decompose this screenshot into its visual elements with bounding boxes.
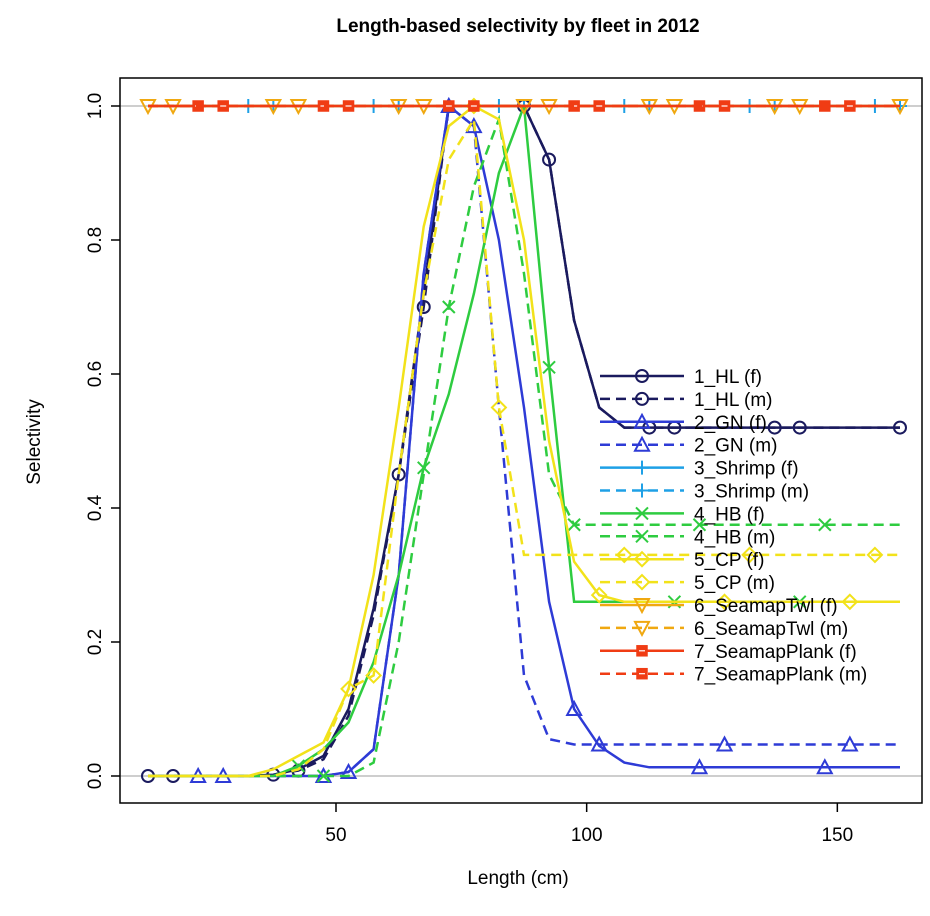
series-line xyxy=(148,115,900,778)
series-point xyxy=(715,735,734,752)
plot-frame xyxy=(119,77,923,804)
legend-label: 5_CP (m) xyxy=(694,573,775,594)
x-tick-label: 50 xyxy=(325,825,346,846)
series-point xyxy=(590,586,608,604)
series-point xyxy=(690,758,709,775)
legend-entry: 4_HB (m) xyxy=(600,527,775,548)
legend-entry: 6_SeamapTwl (m) xyxy=(600,619,848,640)
legend-marker xyxy=(633,598,651,615)
series-point xyxy=(716,593,733,611)
series-point xyxy=(316,769,331,783)
legend-marker xyxy=(635,529,649,544)
series-point xyxy=(490,399,508,416)
legend-entry: 2_GN (m) xyxy=(600,435,777,457)
legend-entry: 5_CP (f) xyxy=(600,550,764,571)
series-line xyxy=(148,104,900,778)
series-point xyxy=(542,360,556,375)
legend-entry: 6_SeamapTwl (f) xyxy=(600,596,838,617)
legend-entry: 3_Shrimp (f) xyxy=(600,459,799,480)
y-tick-label: 0.2 xyxy=(85,629,106,655)
series-point xyxy=(866,546,884,564)
series-point xyxy=(816,758,834,775)
legend-marker xyxy=(635,391,649,406)
x-axis-label: Length (cm) xyxy=(467,868,568,889)
legend-entry: 1_HL (f) xyxy=(600,367,762,388)
y-tick-label: 0.4 xyxy=(85,494,106,521)
series-7 xyxy=(148,114,900,783)
legend-entry: 1_HL (m) xyxy=(600,390,772,411)
series-point xyxy=(792,420,807,435)
legend-label: 2_GN (f) xyxy=(694,413,767,434)
series-point xyxy=(692,518,707,532)
series-point xyxy=(741,546,759,564)
series-point xyxy=(590,735,608,752)
legend-marker xyxy=(633,435,651,452)
legend-marker xyxy=(633,620,651,638)
legend: 1_HL (f)1_HL (m)2_GN (f)2_GN (m)3_Shrimp… xyxy=(600,367,867,686)
legend-label: 1_HL (m) xyxy=(694,390,772,411)
plot-area: 50 100 150 0.0 0.2 0.4 0.6 0.8 1.0 xyxy=(85,77,923,846)
series-point xyxy=(340,680,357,698)
chart-title: Length-based selectivity by fleet in 201… xyxy=(336,16,699,37)
legend-marker xyxy=(633,573,651,591)
legend-label: 3_Shrimp (f) xyxy=(694,459,799,480)
y-tick-label: 0.8 xyxy=(85,227,106,253)
legend-marker xyxy=(633,412,651,429)
legend-marker xyxy=(635,483,649,498)
series-point xyxy=(416,300,431,314)
legend-marker xyxy=(633,550,651,568)
legend-label: 4_HB (m) xyxy=(694,527,775,548)
series-1 xyxy=(148,104,900,783)
series-9 xyxy=(148,115,900,778)
legend-entry: 3_Shrimp (m) xyxy=(600,482,809,503)
legend-entry: 2_GN (f) xyxy=(600,412,767,434)
legend-marker xyxy=(635,460,649,475)
legend-label: 6_SeamapTwl (f) xyxy=(694,596,838,617)
series-point xyxy=(841,593,859,611)
legend-entry: 7_SeamapPlank (f) xyxy=(600,642,857,663)
legend-label: 6_SeamapTwl (m) xyxy=(694,619,848,640)
series-point xyxy=(567,518,581,532)
legend-entry: 4_HB (f) xyxy=(600,504,765,525)
series-point xyxy=(841,735,859,752)
series-point xyxy=(542,152,557,167)
y-tick-label: 0.6 xyxy=(85,361,106,387)
legend-label: 5_CP (f) xyxy=(694,550,764,571)
series-point xyxy=(818,518,832,532)
y-tick-label: 1.0 xyxy=(85,93,106,119)
legend-label: 7_SeamapPlank (m) xyxy=(694,665,867,686)
series-point xyxy=(365,667,383,684)
series-point xyxy=(565,699,583,716)
series-point xyxy=(442,300,456,314)
legend-label: 4_HB (f) xyxy=(694,504,765,525)
series-point xyxy=(339,762,358,779)
series-13 xyxy=(148,100,900,112)
y-axis-label: Selectivity xyxy=(24,399,45,485)
legend-label: 3_Shrimp (m) xyxy=(694,482,809,503)
legend-label: 7_SeamapPlank (f) xyxy=(694,642,857,663)
legend-marker xyxy=(635,506,649,521)
legend-entry: 5_CP (m) xyxy=(600,573,775,594)
x-tick-label: 100 xyxy=(571,825,603,846)
legend-label: 1_HL (f) xyxy=(694,367,762,388)
series-point xyxy=(615,546,633,564)
series-line xyxy=(148,114,900,778)
legend-entry: 7_SeamapPlank (m) xyxy=(600,665,867,686)
series-line xyxy=(148,104,900,778)
legend-label: 2_GN (m) xyxy=(694,436,777,457)
y-tick-label: 0.0 xyxy=(85,763,106,789)
legend-marker xyxy=(635,369,649,383)
x-tick-label: 150 xyxy=(821,825,853,846)
series-line xyxy=(148,103,900,778)
